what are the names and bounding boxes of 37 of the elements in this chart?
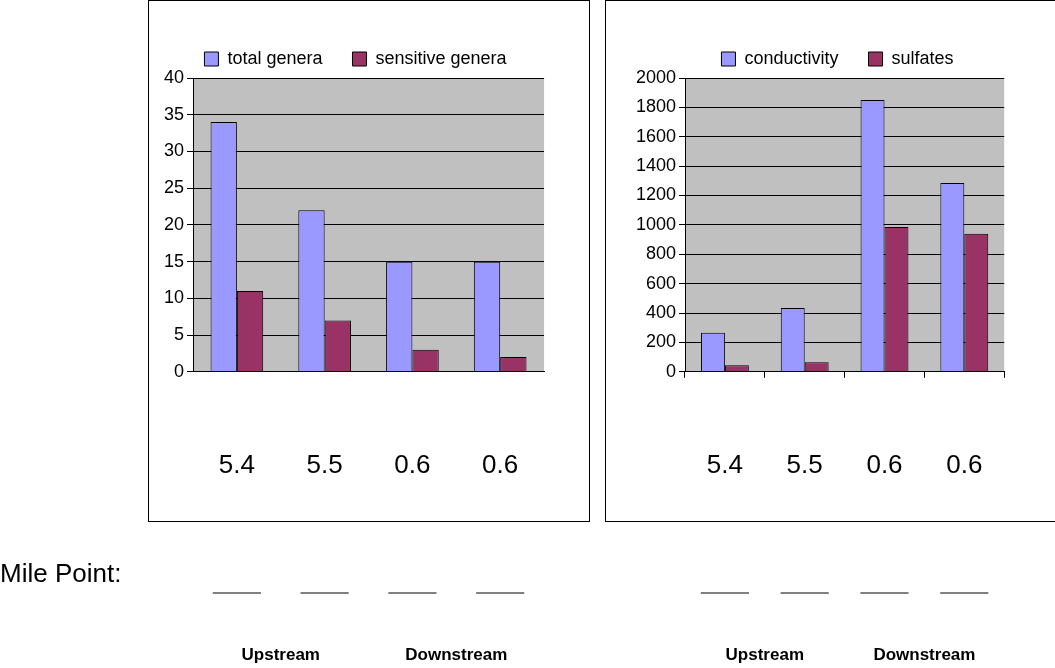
y-tick-label: 1000	[635, 213, 676, 234]
y-tick-label: 5	[173, 324, 184, 345]
x-tick-label: 5.4	[218, 448, 255, 479]
x-tick-label: 5.5	[786, 448, 823, 479]
legend-label: conductivity	[744, 47, 839, 68]
y-tick-label: 200	[645, 331, 676, 352]
y-tick-label: 30	[163, 140, 184, 161]
y-tick-label: 0	[173, 360, 184, 381]
text: Upstream	[241, 644, 320, 664]
x-tick-label: 0.6	[946, 448, 983, 479]
text: Downstream	[873, 644, 976, 664]
y-tick-label: 15	[163, 250, 184, 271]
text: Downstream	[405, 644, 508, 664]
y-tick-label: 0	[665, 360, 676, 381]
y-tick-label: 1800	[635, 96, 676, 117]
x-tick-label: 5.5	[306, 448, 343, 479]
x-tick-label: 0.6	[482, 448, 519, 479]
y-tick-label: 1600	[635, 125, 676, 146]
y-tick-label: 40	[163, 66, 184, 87]
legend-label: sulfates	[891, 47, 954, 68]
text: Mile Point:	[0, 558, 122, 589]
x-tick-label: 0.6	[394, 448, 431, 479]
y-tick-label: 600	[645, 272, 676, 293]
legend-label: total genera	[227, 47, 324, 68]
y-tick-label: 25	[163, 177, 184, 198]
x-tick-label: 0.6	[866, 448, 903, 479]
y-tick-label: 10	[163, 287, 184, 308]
x-tick-label: 5.4	[706, 448, 743, 479]
y-tick-label: 35	[163, 103, 184, 124]
y-tick-label: 2000	[635, 66, 676, 87]
y-tick-label: 20	[163, 213, 184, 234]
y-tick-label: 800	[645, 243, 676, 264]
legend-label: sensitive genera	[375, 47, 508, 68]
text: Upstream	[725, 644, 805, 664]
y-tick-label: 1400	[635, 155, 676, 176]
y-tick-label: 1200	[635, 184, 676, 205]
y-tick-label: 400	[645, 302, 676, 323]
